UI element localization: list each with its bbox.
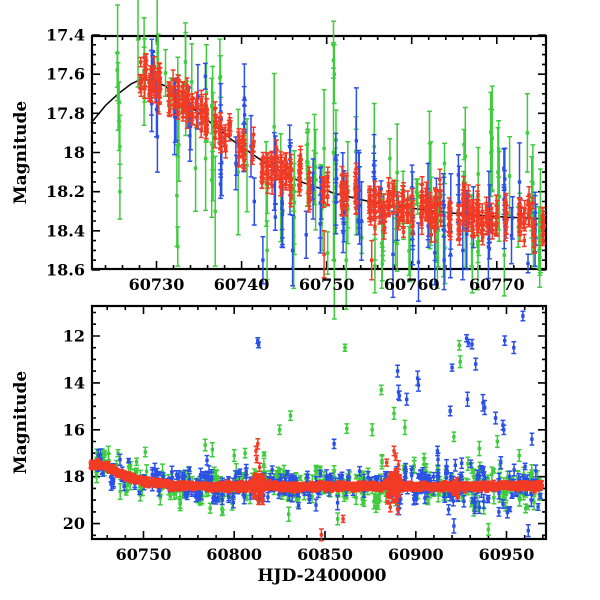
top-panel-frame-and-ticks bbox=[90, 34, 548, 271]
svg-text:60760: 60760 bbox=[384, 275, 440, 294]
svg-text:60770: 60770 bbox=[469, 275, 525, 294]
svg-text:18: 18 bbox=[63, 143, 85, 162]
svg-text:16: 16 bbox=[63, 420, 85, 439]
top-panel-tick-labels: 60730 60740 60750 60760 60770 17.4 17.6 17.8 18 1… bbox=[46, 26, 525, 295]
svg-text:60800: 60800 bbox=[206, 545, 262, 564]
svg-text:18.4: 18.4 bbox=[46, 221, 85, 240]
bottom-panel-y-axis-title: Magnitude bbox=[11, 371, 31, 475]
bottom-panel-tick-labels: 60750 60800 60850 60900 60950 12 14 16 18 20 bbox=[63, 327, 535, 565]
svg-text:12: 12 bbox=[63, 327, 85, 346]
svg-text:60740: 60740 bbox=[214, 275, 270, 294]
svg-text:14: 14 bbox=[63, 373, 85, 392]
svg-text:60950: 60950 bbox=[479, 545, 535, 564]
svg-text:60730: 60730 bbox=[129, 275, 185, 294]
svg-text:17.8: 17.8 bbox=[46, 104, 85, 123]
svg-text:60850: 60850 bbox=[297, 545, 353, 564]
svg-text:17.4: 17.4 bbox=[46, 26, 85, 45]
bottom-panel-frame-and-ticks bbox=[90, 304, 548, 541]
svg-text:60900: 60900 bbox=[388, 545, 444, 564]
svg-text:18.6: 18.6 bbox=[46, 261, 85, 280]
top-panel-data-points bbox=[114, 0, 547, 320]
svg-text:20: 20 bbox=[63, 514, 85, 533]
x-axis-title: HJD-2400000 bbox=[257, 566, 386, 586]
bottom-panel: 60750 60800 60850 60900 60950 12 14 16 18 20 Magn… bbox=[11, 304, 548, 586]
svg-text:60750: 60750 bbox=[299, 275, 355, 294]
svg-text:60750: 60750 bbox=[116, 545, 172, 564]
svg-text:18.2: 18.2 bbox=[46, 182, 85, 201]
top-panel-y-axis-title: Magnitude bbox=[11, 101, 31, 205]
bottom-panel-data-points bbox=[88, 310, 544, 542]
svg-text:17.6: 17.6 bbox=[46, 65, 85, 84]
svg-text:18: 18 bbox=[63, 467, 85, 486]
top-panel: 60730 60740 60750 60760 60770 17.4 17.6 17.8 18 1… bbox=[11, 0, 548, 320]
